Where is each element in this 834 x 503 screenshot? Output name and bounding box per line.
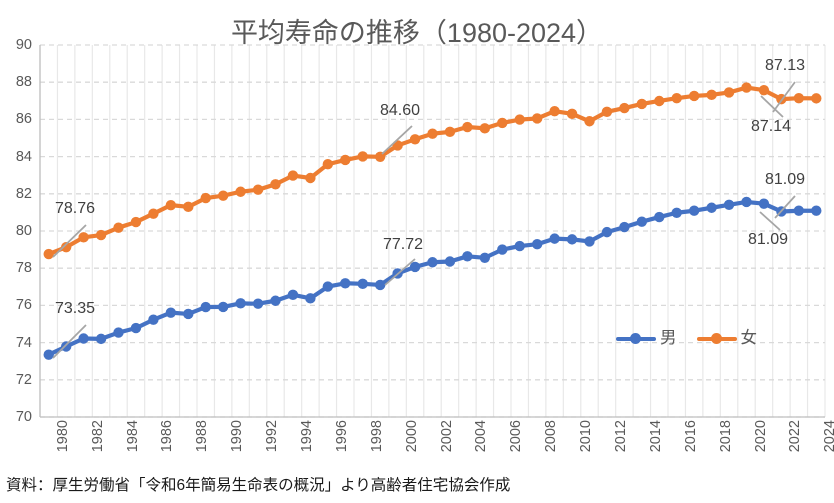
x-tick-2006: 2006 xyxy=(508,420,525,453)
y-tick-82: 82 xyxy=(15,185,32,202)
x-tick-2012: 2012 xyxy=(612,420,629,453)
x-axis-labels: 1980 1982 1984 1986 1988 1990 1992 1994 1996 1998… xyxy=(40,420,834,472)
data-label-female-2023: 87.14 xyxy=(751,118,792,135)
x-tick-2000: 2000 xyxy=(403,420,420,453)
series-女 xyxy=(43,82,822,260)
x-tick-2014: 2014 xyxy=(647,420,664,453)
y-tick-76: 76 xyxy=(15,297,32,314)
legend-item-male[interactable]: 男 xyxy=(616,330,677,347)
data-label-male-1980: 73.35 xyxy=(55,300,96,317)
x-tick-2016: 2016 xyxy=(682,420,699,453)
y-tick-80: 80 xyxy=(15,223,32,239)
x-tick-1984: 1984 xyxy=(124,420,141,453)
x-tick-2022: 2022 xyxy=(787,420,804,453)
plot-svg xyxy=(39,44,826,418)
x-tick-2018: 2018 xyxy=(717,420,734,453)
x-tick-1980: 1980 xyxy=(54,420,71,453)
chart-legend[interactable]: 男 女 xyxy=(616,330,757,347)
x-tick-1988: 1988 xyxy=(194,420,211,453)
x-tick-2008: 2008 xyxy=(543,420,560,453)
legend-label-female: 女 xyxy=(740,329,758,347)
data-label-female-1980: 78.76 xyxy=(55,200,96,217)
x-tick-1990: 1990 xyxy=(229,420,246,453)
plot-area xyxy=(39,44,826,418)
source-footnote: 資料：厚生労働省「令和6年簡易生命表の概況」より高齢者住宅協会作成 xyxy=(6,477,511,494)
x-tick-2024: 2024 xyxy=(822,420,834,453)
y-tick-72: 72 xyxy=(15,371,32,388)
y-tick-78: 78 xyxy=(15,260,32,277)
y-axis-labels: 90 88 86 84 82 80 78 76 74 72 70 xyxy=(0,37,36,425)
x-tick-2004: 2004 xyxy=(473,420,490,453)
x-tick-1998: 1998 xyxy=(368,420,385,453)
x-tick-1992: 1992 xyxy=(264,420,281,453)
y-tick-70: 70 xyxy=(15,409,32,425)
x-tick-2010: 2010 xyxy=(578,420,595,453)
x-tick-1986: 1986 xyxy=(159,420,176,453)
data-label-male-2000: 77.72 xyxy=(383,236,424,253)
data-label-female-2024: 87.13 xyxy=(765,57,806,74)
chart-title: 平均寿命の推移（1980-2024） xyxy=(230,18,604,48)
legend-label-male: 男 xyxy=(660,329,677,347)
legend-item-female[interactable]: 女 xyxy=(696,329,758,347)
y-tick-74: 74 xyxy=(15,334,32,351)
legend-marker-female xyxy=(696,331,737,345)
y-tick-86: 86 xyxy=(15,111,32,128)
y-tick-90: 90 xyxy=(15,37,32,53)
data-label-male-2024: 81.09 xyxy=(765,171,806,188)
data-label-female-2000: 84.60 xyxy=(380,102,421,119)
x-tick-1994: 1994 xyxy=(298,420,315,453)
x-tick-1982: 1982 xyxy=(89,420,106,453)
x-tick-2002: 2002 xyxy=(438,420,455,453)
x-tick-1996: 1996 xyxy=(333,420,350,453)
data-label-male-2023: 81.09 xyxy=(748,231,789,248)
x-tick-2020: 2020 xyxy=(752,420,769,453)
y-tick-88: 88 xyxy=(15,74,32,91)
legend-marker-male xyxy=(616,331,656,345)
y-tick-84: 84 xyxy=(15,148,32,165)
